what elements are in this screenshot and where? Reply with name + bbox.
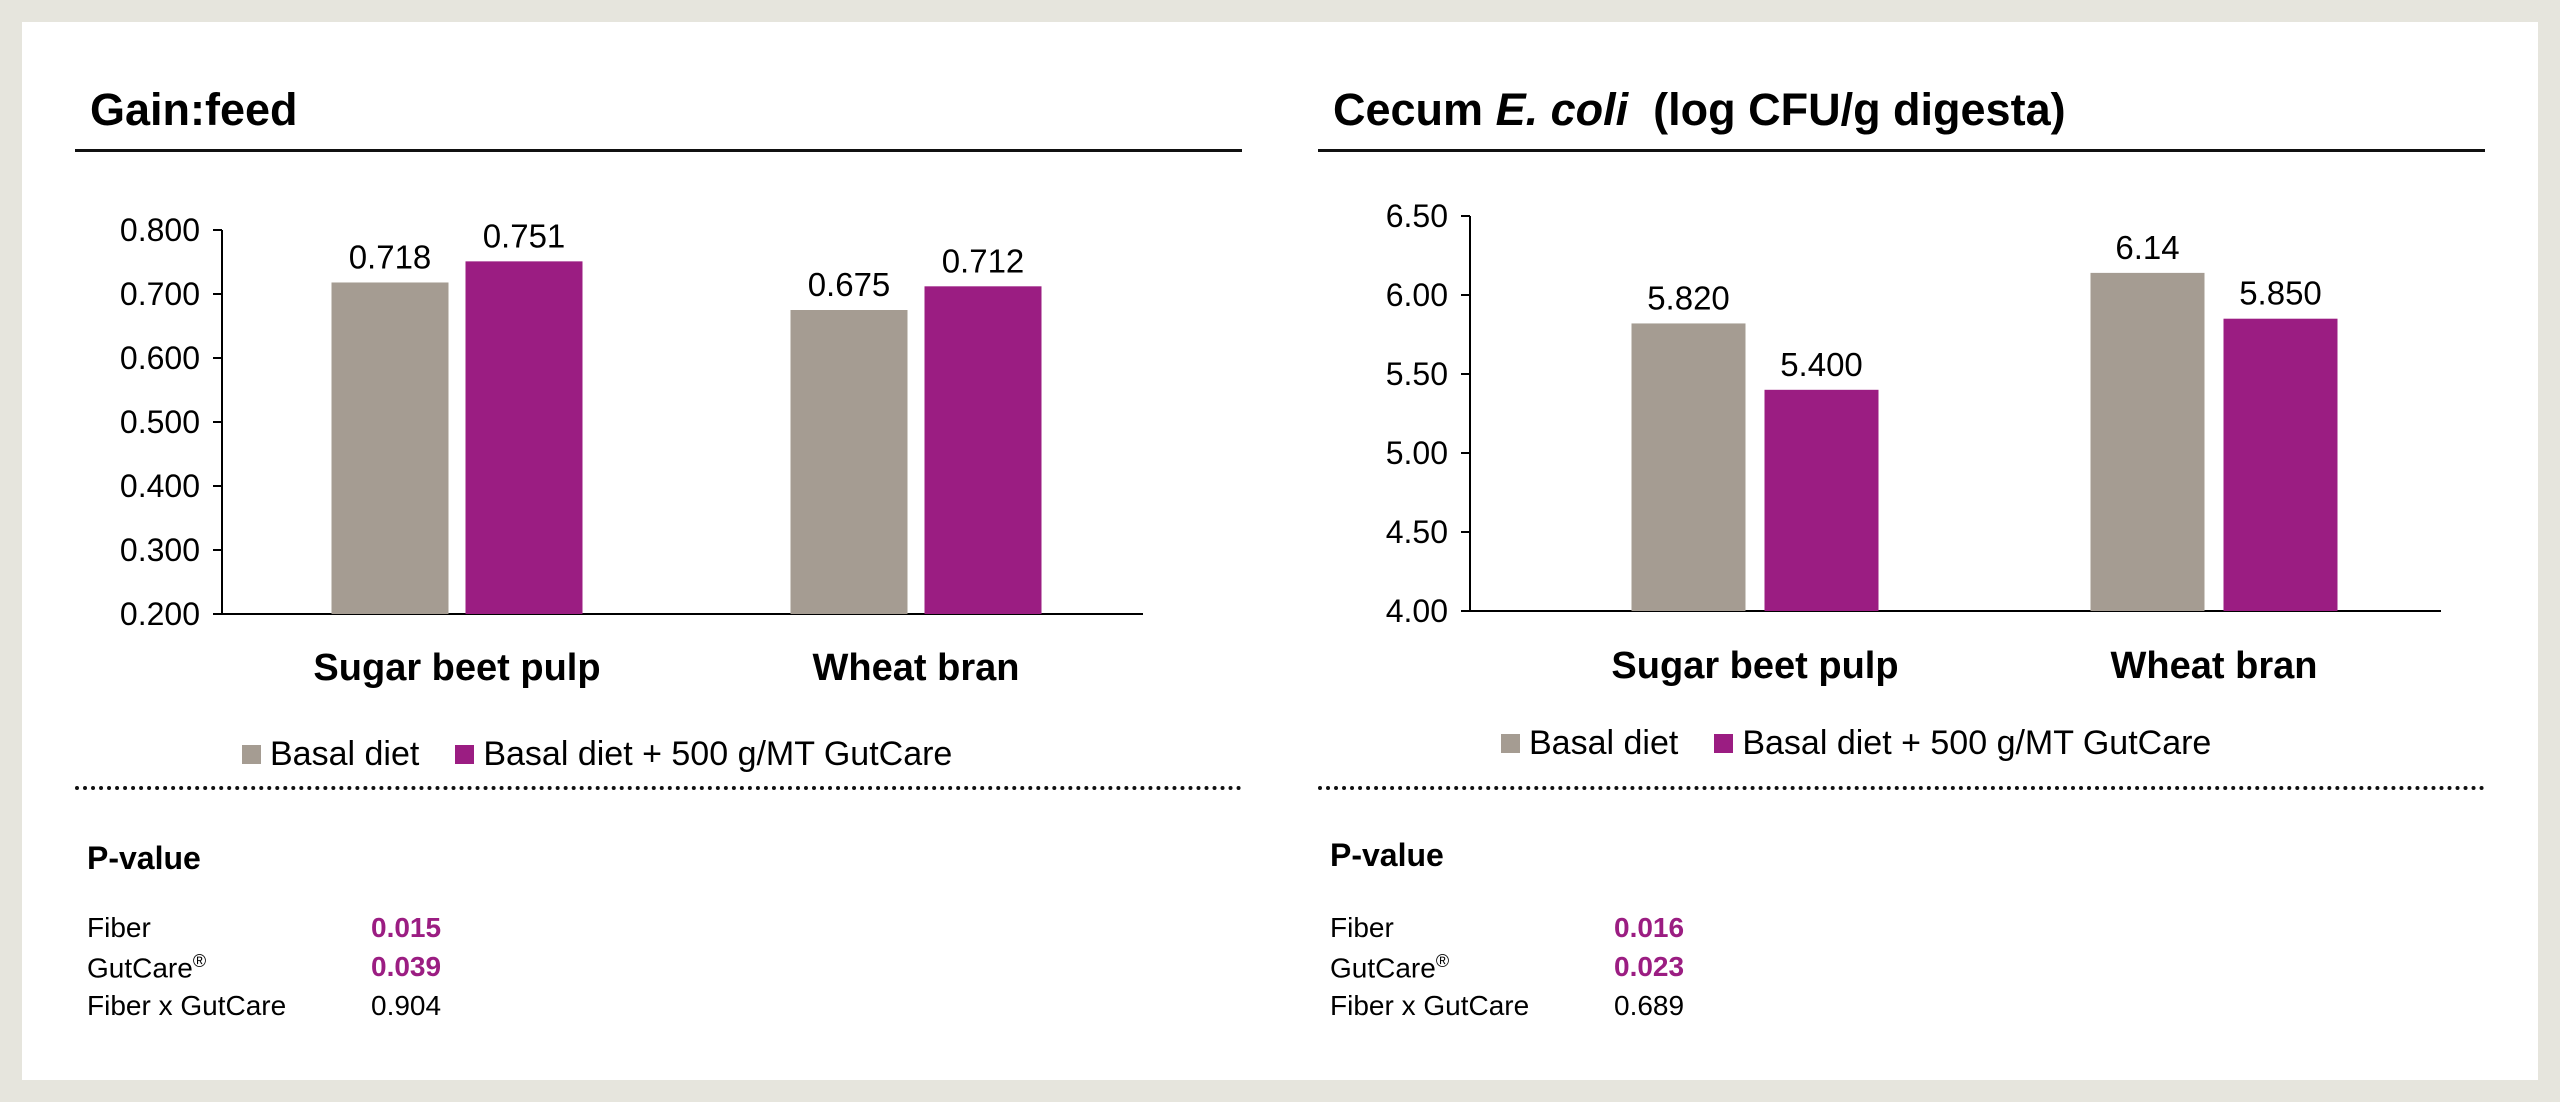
y-tick-label: 0.600 — [120, 340, 200, 376]
pvalue-significant: 0.039 — [371, 951, 442, 982]
bar-basal-sugar-beet-pulp — [331, 282, 449, 614]
pvalue-row: Fiber 0.015 — [87, 912, 687, 948]
pvalue-significant: 0.016 — [1614, 912, 1685, 943]
bar-value-label: 5.820 — [1647, 279, 1730, 316]
legend-label-basal: Basal diet — [270, 735, 420, 773]
y-tick-label: 5.50 — [1386, 356, 1448, 392]
pvalue-label: Fiber — [87, 912, 151, 944]
pvalue-significant: 0.015 — [371, 912, 442, 943]
slide: Gain:feed 0.800 0.700 0.600 0.500 0.400 0.300… — [22, 22, 2538, 1080]
registered-mark: ® — [192, 951, 207, 971]
y-tick-label: 0.400 — [120, 468, 200, 504]
pvalue-label-text: Fiber x GutCare — [1330, 990, 1530, 1021]
y-tick-label: 0.500 — [120, 404, 200, 440]
bar-value-label: 5.850 — [2239, 275, 2322, 312]
bar-value-label: 6.14 — [2115, 229, 2179, 266]
pvalue-label-text: Fiber x GutCare — [87, 990, 287, 1021]
pvalue-heading: P-value — [1330, 837, 1444, 873]
chart-title: Cecum E. coli (log CFU/g digesta) — [1333, 84, 2066, 136]
y-tick-label: 0.700 — [120, 276, 200, 312]
bar-value-label: 5.400 — [1780, 346, 1863, 383]
legend-swatch-basal — [242, 745, 261, 764]
pvalue-label-text: Fiber — [1330, 912, 1394, 943]
pvalue-significant: 0.023 — [1614, 951, 1685, 982]
cecum-ecoli-panel: Cecum E. coli (log CFU/g digesta) 6.50 6.… — [1318, 22, 2488, 1080]
y-tick-label: 0.800 — [120, 212, 200, 248]
chart-legend: Basal diet Basal diet + 500 g/MT GutCare — [242, 735, 952, 774]
legend-swatch-basal — [1501, 734, 1520, 753]
dotted-divider — [75, 786, 1242, 790]
pvalue-label-text: Fiber — [87, 912, 151, 943]
pvalue-label-text: GutCare — [87, 952, 193, 984]
pvalue-value: 0.904 — [371, 990, 442, 1021]
chart-legend: Basal diet Basal diet + 500 g/MT GutCare — [1501, 724, 2211, 763]
y-tick-label: 4.00 — [1386, 593, 1448, 629]
bar-basal-wheat-bran — [2090, 272, 2205, 611]
y-tick-label: 0.300 — [120, 532, 200, 568]
y-tick-label: 6.50 — [1386, 198, 1448, 234]
bar-value-label: 0.712 — [942, 242, 1025, 279]
legend-swatch-gutcare — [1714, 734, 1734, 753]
gain-feed-panel: Gain:feed 0.800 0.700 0.600 0.500 0.400 0.300… — [75, 22, 1245, 1080]
pvalue-label-text: GutCare — [1330, 952, 1436, 984]
cecum-ecoli-chart: 6.50 6.00 5.50 5.00 4.50 4.00 5.820 5.400 Sugar … — [1386, 198, 2441, 687]
legend-label-gutcare: Basal diet + 500 g/MT GutCare — [483, 735, 953, 773]
chart-title-part: E. coli — [1495, 84, 1629, 135]
legend-item-basal: Basal diet — [242, 735, 419, 774]
bar-basal-wheat-bran — [790, 310, 908, 614]
registered-mark: ® — [1435, 951, 1450, 971]
bar-gutcare-sugar-beet-pulp — [1764, 389, 1879, 611]
chart-title-part: (log CFU/g digesta) — [1628, 84, 2066, 135]
pvalue-row: GutCare® 0.023 — [1330, 951, 1930, 987]
category-label: Sugar beet pulp — [313, 647, 600, 689]
pvalue-label: Fiber x GutCare — [1330, 990, 1529, 1022]
pvalue-row: Fiber x GutCare 0.689 — [1330, 990, 1930, 1026]
bar-value-label: 0.718 — [349, 238, 432, 275]
bar-gutcare-sugar-beet-pulp — [465, 261, 583, 614]
title-underline — [75, 149, 1242, 152]
pvalue-value: 0.689 — [1614, 990, 1685, 1021]
y-tick-label: 4.50 — [1386, 514, 1448, 550]
pvalue-label: Fiber — [1330, 912, 1394, 944]
legend-swatch-gutcare — [455, 745, 475, 764]
chart-title: Gain:feed — [90, 84, 298, 136]
legend-item-basal: Basal diet — [1501, 724, 1678, 763]
pvalue-row: Fiber 0.016 — [1330, 912, 1930, 948]
legend-label-basal: Basal diet — [1529, 724, 1679, 762]
gain-feed-chart: 0.800 0.700 0.600 0.500 0.400 0.300 0.200 0.718… — [120, 212, 1143, 689]
legend-item-gutcare: Basal diet + 500 g/MT GutCare — [455, 735, 952, 774]
pvalue-label: GutCare® — [1330, 951, 1449, 984]
chart-title-part: Gain:feed — [90, 84, 298, 135]
category-label: Wheat bran — [2111, 645, 2318, 687]
legend-item-gutcare: Basal diet + 500 g/MT GutCare — [1714, 724, 2211, 763]
y-tick-label: 6.00 — [1386, 277, 1448, 313]
legend-label-gutcare: Basal diet + 500 g/MT GutCare — [1742, 724, 2212, 762]
pvalue-label: GutCare® — [87, 951, 206, 984]
bar-basal-sugar-beet-pulp — [1631, 323, 1746, 611]
category-label: Wheat bran — [813, 647, 1020, 689]
bar-value-label: 0.751 — [483, 217, 566, 254]
y-tick-label: 5.00 — [1386, 435, 1448, 471]
bar-gutcare-wheat-bran — [924, 286, 1042, 614]
bar-value-label: 0.675 — [808, 266, 891, 303]
pvalue-row: Fiber x GutCare 0.904 — [87, 990, 687, 1026]
chart-title-part: Cecum — [1333, 84, 1496, 135]
pvalue-heading: P-value — [87, 840, 201, 876]
bar-gutcare-wheat-bran — [2223, 318, 2338, 611]
dotted-divider — [1318, 786, 2485, 790]
y-tick-label: 0.200 — [120, 596, 200, 632]
title-underline — [1318, 149, 2485, 152]
category-label: Sugar beet pulp — [1611, 645, 1898, 687]
pvalue-row: GutCare® 0.039 — [87, 951, 687, 987]
pvalue-label: Fiber x GutCare — [87, 990, 286, 1022]
